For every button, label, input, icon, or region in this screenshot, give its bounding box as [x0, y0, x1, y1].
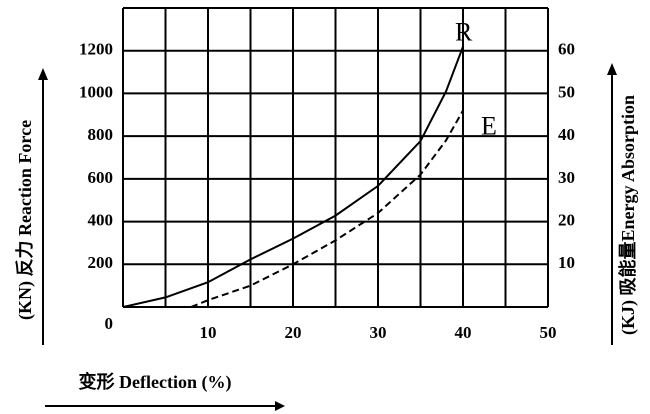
y2-tick-label: 20 [558, 210, 575, 229]
y-tick-label: 400 [88, 210, 114, 229]
y2-tick-label: 50 [558, 82, 575, 101]
x-tick-label: 30 [370, 323, 387, 342]
y-tick-label: 1000 [79, 82, 113, 101]
y-tick-label: 0 [105, 314, 114, 333]
x-axis-label: 变形 Deflection (%) [79, 371, 232, 393]
x-tick-label: 10 [200, 323, 217, 342]
y2-tick-label: 10 [558, 253, 575, 272]
series-label: E [481, 111, 497, 140]
y2-tick-label: 30 [558, 168, 575, 187]
y-tick-label: 600 [88, 168, 114, 187]
y2-tick-label: 40 [558, 125, 575, 144]
y2-axis-label: (KJ) 吸能量Energy Absorption [617, 95, 639, 335]
y2-arrowhead [607, 63, 617, 75]
y-tick-label: 1200 [79, 40, 113, 59]
y-axis-label: (KN) 反力 Reaction Force [15, 120, 36, 320]
series-line [190, 110, 464, 308]
y-tick-label: 800 [88, 125, 114, 144]
x-tick-label: 40 [455, 323, 472, 342]
x-arrowhead [275, 401, 285, 411]
x-tick-label: 20 [285, 323, 302, 342]
x-tick-label: 50 [540, 323, 557, 342]
y-arrowhead [38, 68, 48, 80]
series-line [122, 46, 464, 308]
y-tick-label: 200 [88, 253, 114, 272]
y2-tick-label: 60 [558, 40, 575, 59]
series-label: R [455, 18, 473, 47]
